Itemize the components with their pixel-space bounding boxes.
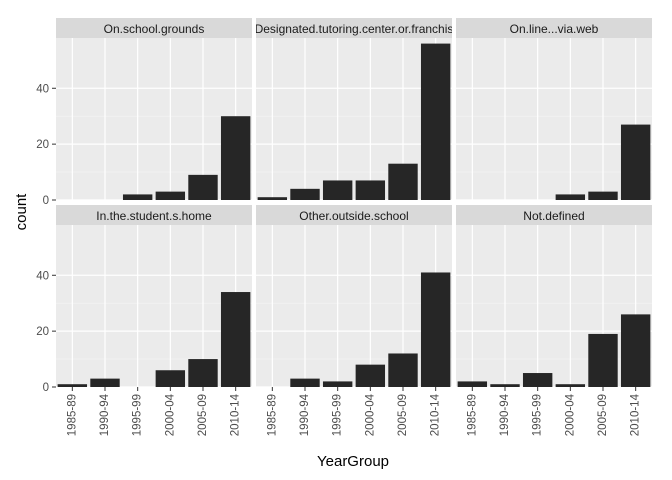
bar bbox=[90, 378, 120, 387]
bar bbox=[555, 194, 586, 200]
x-tick-label: 1995-99 bbox=[532, 394, 544, 436]
panel-background bbox=[256, 225, 452, 387]
bar bbox=[588, 191, 618, 200]
bar bbox=[220, 116, 251, 200]
bar bbox=[490, 384, 520, 387]
bar bbox=[457, 381, 488, 387]
bar bbox=[420, 272, 451, 387]
facet-strip bbox=[456, 205, 652, 225]
facet-panel: Not.defined bbox=[456, 205, 652, 388]
bar bbox=[155, 370, 186, 387]
facet-strip-label: On.line...via.web bbox=[510, 22, 599, 36]
facet-strip bbox=[256, 18, 452, 38]
x-tick-label: 2010-14 bbox=[430, 393, 442, 436]
bar bbox=[57, 384, 88, 387]
x-tick-label: 2005-09 bbox=[197, 394, 209, 436]
x-tick-label: 2010-14 bbox=[230, 393, 242, 436]
x-tick-label: 2005-09 bbox=[397, 394, 409, 436]
panel-background bbox=[56, 38, 252, 200]
bar bbox=[588, 333, 618, 387]
facet-strip-label: Designated.tutoring.center.or.franchis bbox=[255, 22, 454, 36]
panels-layer: On.school.grounds Designated.tutoring.cen… bbox=[56, 18, 652, 388]
panel-background bbox=[456, 38, 652, 200]
bar bbox=[555, 384, 586, 387]
facet-strip-label: Not.defined bbox=[523, 209, 584, 223]
facet-panel: On.line...via.web bbox=[456, 18, 652, 201]
y-tick-label: 0 bbox=[43, 195, 49, 207]
x-tick-label: 2005-09 bbox=[597, 394, 609, 436]
facet-strip-label: Other.outside.school bbox=[299, 209, 408, 223]
bar bbox=[420, 43, 451, 200]
facet-panel: Other.outside.school bbox=[256, 205, 452, 388]
x-axis-title: YearGroup bbox=[317, 453, 389, 470]
panel-background bbox=[56, 225, 252, 387]
bar bbox=[355, 180, 386, 200]
facet-panel: On.school.grounds bbox=[56, 18, 252, 201]
bar bbox=[388, 163, 418, 200]
facet-strip-label: In.the.student.s.home bbox=[96, 209, 212, 223]
panel-background bbox=[456, 225, 652, 387]
facet-strip bbox=[56, 205, 252, 225]
x-tick-label: 1990-94 bbox=[499, 393, 511, 436]
bar bbox=[290, 378, 320, 387]
bar bbox=[257, 197, 288, 200]
x-tick-label: 1990-94 bbox=[299, 393, 311, 436]
bar bbox=[620, 314, 651, 387]
bar bbox=[122, 194, 153, 200]
x-tick-label: 1985-89 bbox=[266, 394, 278, 436]
x-tick-label: 2000-04 bbox=[164, 393, 176, 436]
bar bbox=[388, 353, 418, 387]
x-tick-label: 2010-14 bbox=[630, 393, 642, 436]
facet-strip bbox=[456, 18, 652, 38]
bar bbox=[322, 381, 353, 387]
bar bbox=[188, 359, 218, 387]
y-tick-label: 20 bbox=[36, 326, 49, 338]
bar bbox=[522, 373, 553, 387]
y-tick-label: 20 bbox=[36, 139, 49, 151]
x-tick-label: 1995-99 bbox=[132, 394, 144, 436]
y-axis: 0 20 40 0 20 40 bbox=[36, 83, 56, 394]
y-tick-label: 40 bbox=[36, 83, 49, 95]
facet-panel: Designated.tutoring.center.or.franchis bbox=[255, 18, 454, 201]
facet-panel: In.the.student.s.home bbox=[56, 205, 252, 388]
facet-strip bbox=[256, 205, 452, 225]
x-tick-label: 2000-04 bbox=[564, 393, 576, 436]
bar bbox=[220, 292, 251, 387]
bar bbox=[155, 191, 186, 200]
bar bbox=[290, 188, 320, 200]
x-tick-label: 1985-89 bbox=[66, 394, 78, 436]
y-axis-title: count bbox=[13, 193, 30, 231]
y-tick-label: 0 bbox=[43, 382, 49, 394]
bar bbox=[322, 180, 353, 200]
x-tick-label: 1990-94 bbox=[99, 393, 111, 436]
x-axis: 1985-89 1990-94 1995-99 2000-04 2005-09 2010-… bbox=[66, 387, 642, 436]
x-tick-label: 1985-89 bbox=[466, 394, 478, 436]
facet-strip-label: On.school.grounds bbox=[104, 22, 205, 36]
bar bbox=[355, 364, 386, 387]
y-tick-label: 40 bbox=[36, 270, 49, 282]
panel-background bbox=[256, 38, 452, 200]
x-tick-label: 2000-04 bbox=[364, 393, 376, 436]
facet-strip bbox=[56, 18, 252, 38]
x-tick-label: 1995-99 bbox=[332, 394, 344, 436]
bar bbox=[620, 124, 651, 200]
bar bbox=[188, 174, 218, 200]
